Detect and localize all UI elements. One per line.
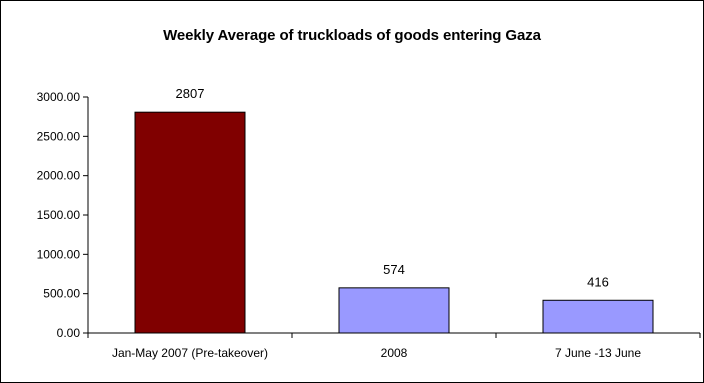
y-tick-label: 1000.00 — [37, 247, 81, 261]
x-tick-label: 2008 — [381, 346, 408, 360]
bar — [338, 287, 450, 334]
data-label: 574 — [383, 262, 405, 277]
y-tick-label: 0.00 — [57, 326, 81, 340]
bar — [134, 111, 246, 334]
chart-axes: 0.00 500.00 1000.00 1500.00 2000.00 2500.00 30… — [37, 90, 701, 340]
chart-title: Weekly Average of truckloads of goods en… — [163, 27, 541, 44]
data-label: 416 — [587, 274, 609, 289]
y-tick-label: 1500.00 — [37, 208, 81, 222]
y-tick-label: 2500.00 — [37, 129, 81, 143]
bar — [542, 299, 654, 334]
y-tick-label: 3000.00 — [37, 90, 81, 104]
chart-bars — [134, 111, 654, 334]
data-label: 2807 — [176, 86, 205, 101]
chart-labels: 2807 Jan-May 2007 (Pre-takeover) 574 2008 41… — [112, 86, 641, 360]
x-tick-label: Jan-May 2007 (Pre-takeover) — [112, 346, 268, 360]
y-tick-label: 500.00 — [43, 287, 80, 301]
y-tick-label: 2000.00 — [37, 169, 81, 183]
x-tick-label: 7 June -13 June — [555, 346, 641, 360]
